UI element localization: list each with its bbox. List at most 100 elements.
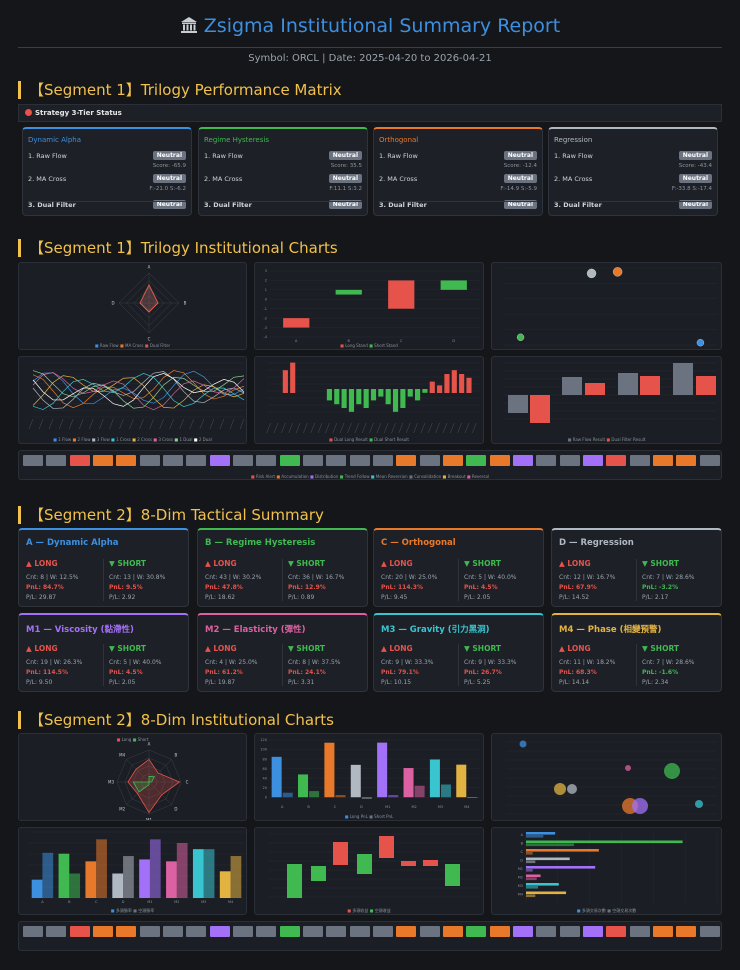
short-pnl: PnL: 24.1% — [288, 669, 326, 676]
waterfall-bar — [357, 854, 372, 874]
short-pnl: PnL: 26.7% — [464, 669, 502, 676]
legend-swatch: ■ — [370, 474, 376, 479]
y-tick-label: 2 — [265, 279, 267, 283]
series-line — [32, 373, 245, 407]
short-count-winrate: Cnt: 5 | W: 40.0% — [109, 659, 162, 666]
long-pl-ratio: P/L: 10.15 — [381, 679, 412, 686]
short-label: SHORT — [650, 559, 679, 568]
long-label: LONG — [389, 559, 413, 568]
short-direction: ▼ SHORT — [464, 559, 534, 568]
y-tick-label: 100 — [260, 748, 267, 752]
x-tick-label: A — [295, 339, 298, 343]
regime-tile — [419, 455, 440, 466]
result-bar — [673, 363, 693, 395]
y-tick-label: C — [521, 850, 524, 854]
legend-label: Reversal — [471, 474, 490, 479]
x-tick — [376, 422, 382, 434]
regime-tile — [676, 926, 697, 937]
long-count-bar — [526, 840, 683, 844]
legend-label: 1 Dual — [179, 437, 193, 442]
radar-axis-label: C — [186, 780, 189, 785]
short-pl-ratio: P/L: 3.31 — [288, 679, 315, 686]
regime-tile — [303, 455, 323, 466]
y-tick-label: M2 — [518, 876, 523, 880]
report-title-text: Zsigma Institutional Summary Report — [203, 15, 561, 37]
trilogy-row-label: 1. Raw Flow — [554, 152, 593, 160]
short-winrate-bar — [69, 873, 81, 898]
short-winrate-bar — [42, 852, 54, 898]
arrow-down-icon: ▼ — [288, 644, 297, 653]
regime-tile — [23, 926, 43, 937]
tactical-card-title: M4 — Phase (相變預警) — [559, 625, 662, 635]
x-tick-label: C — [334, 805, 337, 809]
regime-tile — [23, 455, 43, 466]
seg1-line-panel: ■ 1 Flow ■ 2 Flow ■ 3 Flow ■ 1 Cross ■ 2… — [18, 356, 247, 444]
regime-tile — [279, 926, 300, 937]
x-tick — [159, 418, 164, 430]
short-count-bar — [526, 835, 544, 838]
result-bar — [618, 373, 638, 395]
short-stats: ▼ SHORT Cnt: 7 | W: 28.6% PnL: -1.6% P/L: 2… — [642, 644, 712, 688]
long-count-bar — [526, 857, 570, 861]
x-tick — [229, 418, 235, 430]
segment2-summary-title: 【Segment 2】8-Dim Tactical Summary — [18, 506, 324, 524]
short-label: SHORT — [472, 559, 501, 568]
long-count-bar — [526, 891, 567, 895]
short-winrate-bar — [176, 843, 188, 898]
card-divider — [636, 559, 637, 601]
seg1-radar-chart: A B C D — [111, 265, 186, 342]
regime-tile — [303, 926, 323, 937]
short-count-bar — [526, 886, 538, 889]
short-stats: ▼ SHORT Cnt: 8 | W: 37.5% PnL: 24.1% P/L: 3… — [288, 644, 358, 688]
arrow-up-icon: ▲ — [205, 559, 214, 568]
radar-axis-label: M2 — [119, 806, 125, 811]
x-tick — [273, 422, 279, 434]
x-tick — [288, 422, 293, 434]
short-pnl-bar — [361, 797, 372, 799]
long-count-winrate: Cnt: 20 | W: 25.0% — [381, 574, 438, 581]
trilogy-card-title: Dynamic Alpha — [28, 136, 81, 144]
regime-tile — [116, 455, 137, 466]
long-pl-ratio: P/L: 9.50 — [26, 679, 53, 686]
report-title: Zsigma Institutional Summary Report — [0, 14, 740, 37]
long-pnl: PnL: 47.8% — [205, 584, 243, 591]
short-stats: ▼ SHORT Cnt: 5 | W: 40.0% PnL: 4.5% P/L: 2.… — [464, 559, 534, 603]
dual-bar — [356, 389, 362, 405]
x-tick — [109, 418, 114, 430]
long-count-winrate: Cnt: 12 | W: 16.7% — [559, 574, 616, 581]
x-tick — [266, 422, 271, 434]
legend-long-pnl: Long PnL — [349, 814, 368, 819]
long-stats: ▲ LONG Cnt: 4 | W: 25.0% PnL: 61.2% P/L: 19… — [205, 644, 275, 688]
card-divider — [636, 644, 637, 686]
short-pl-ratio: P/L: 5.25 — [464, 679, 491, 686]
x-tick — [325, 422, 330, 434]
legend-swatch: ■ — [132, 437, 138, 442]
short-pl-ratio: P/L: 2.05 — [464, 594, 491, 601]
seg2-winrate-legend: ■ 多頭勝率 ■ 空頭勝率 — [110, 908, 155, 913]
trilogy-card: Regime Hysteresis 1. Raw Flow Neutral 2. MA… — [198, 127, 368, 216]
bubble-point — [625, 765, 631, 771]
radar-axis-label: C — [148, 337, 151, 342]
bank-icon — [180, 17, 197, 33]
regime-tile — [699, 926, 720, 937]
seg1-regime-strip: ■ Risk Alert ■ Accumulation ■ Distributi… — [18, 450, 722, 480]
x-tick — [149, 418, 154, 430]
short-winrate-bar — [203, 849, 215, 898]
report-subtitle: Symbol: ORCL | Date: 2025-04-20 to 2026-… — [248, 53, 492, 64]
status-badge: Neutral — [678, 200, 712, 209]
trilogy-card-title: Regime Hysteresis — [204, 136, 269, 144]
trilogy-row-label: 2. MA Cross — [204, 175, 243, 183]
result-bar — [585, 383, 605, 395]
tactical-card-title: B — Regime Hysteresis — [205, 538, 316, 548]
regime-tile — [466, 455, 487, 466]
long-count-winrate: Cnt: 4 | W: 25.0% — [205, 659, 258, 666]
regime-tile — [46, 455, 67, 466]
regime-tile — [606, 455, 627, 466]
segment1-matrix-title: 【Segment 1】Trilogy Performance Matrix — [18, 81, 342, 99]
legend-short-stand: Short Stand — [374, 343, 398, 348]
regime-tile — [256, 455, 277, 466]
long-pnl-bar — [324, 742, 335, 798]
short-pnl: PnL: -3.2% — [642, 584, 679, 591]
y-tick-label: D — [520, 859, 523, 863]
strategy-status-bar: Strategy 3-Tier Status — [18, 104, 722, 122]
